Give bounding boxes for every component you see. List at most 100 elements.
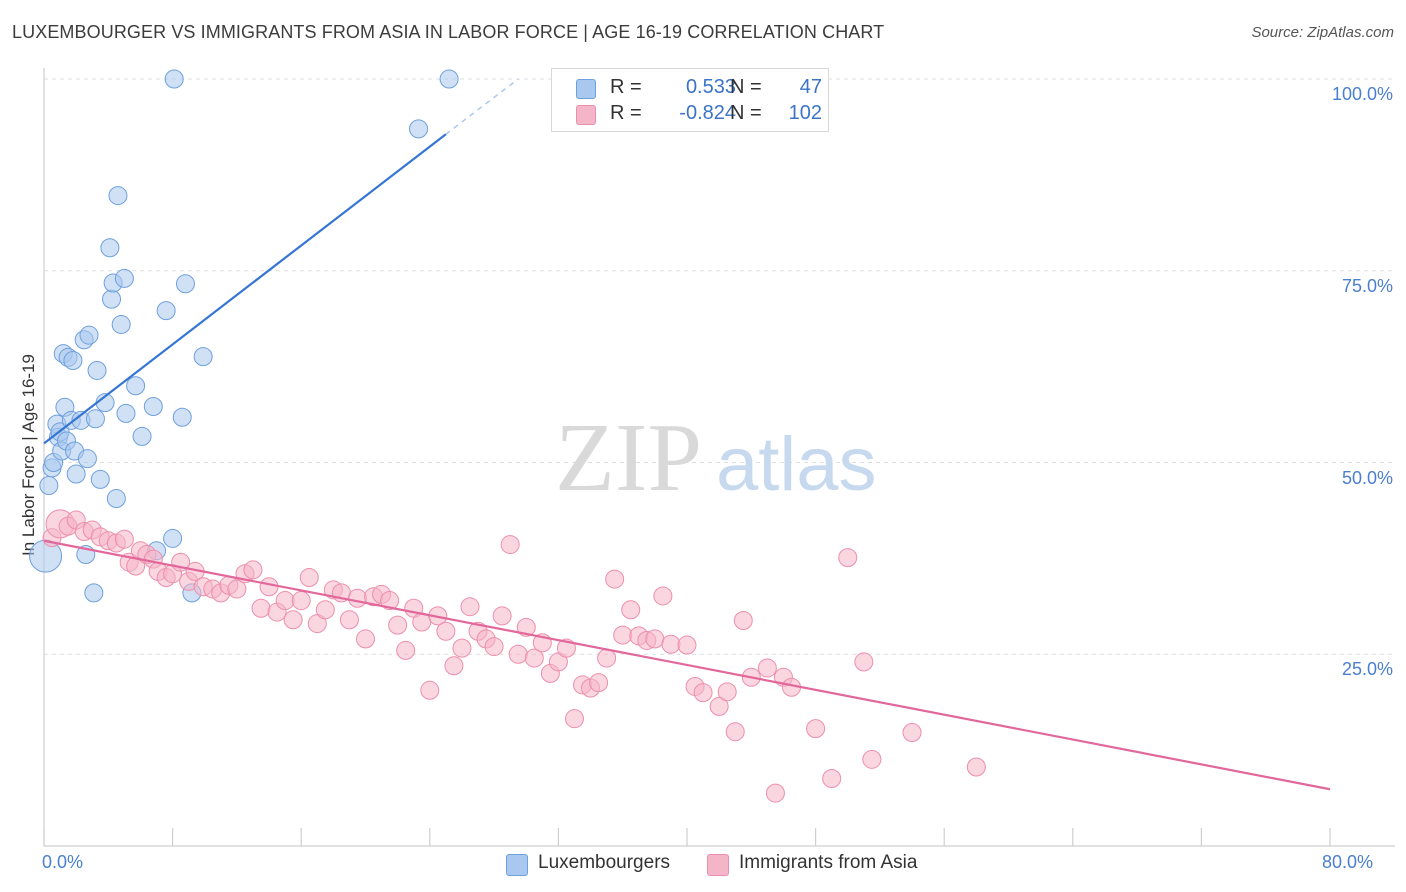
point-luxembourgers bbox=[114, 268, 134, 288]
point-luxembourgers bbox=[111, 314, 131, 334]
point-immigrants-asia bbox=[420, 680, 440, 700]
trend-line-immigrants-asia bbox=[43, 539, 1331, 791]
point-immigrants-asia bbox=[516, 617, 536, 637]
point-immigrants-asia bbox=[299, 568, 319, 588]
point-luxembourgers bbox=[63, 350, 83, 370]
point-immigrants-asia bbox=[275, 591, 295, 611]
point-immigrants-asia bbox=[315, 600, 335, 620]
trend-lines bbox=[43, 78, 1331, 791]
watermark: ZIP atlas bbox=[555, 404, 877, 512]
legend-n-label: N = bbox=[730, 76, 762, 98]
point-luxembourgers bbox=[102, 289, 122, 309]
point-luxembourgers bbox=[84, 583, 104, 603]
point-immigrants-asia bbox=[356, 629, 375, 649]
legend-r-value: 0.533 bbox=[685, 76, 736, 98]
source-label: Source: ZipAtlas.com bbox=[1251, 24, 1394, 41]
point-immigrants-asia bbox=[347, 588, 367, 608]
point-luxembourgers bbox=[175, 274, 195, 294]
point-luxembourgers bbox=[87, 360, 107, 380]
data-points bbox=[29, 69, 986, 803]
point-luxembourgers bbox=[77, 449, 97, 469]
point-immigrants-asia bbox=[677, 635, 697, 655]
point-immigrants-asia bbox=[243, 560, 263, 580]
point-immigrants-asia bbox=[822, 769, 842, 789]
point-luxembourgers bbox=[85, 409, 105, 429]
point-immigrants-asia bbox=[862, 749, 882, 769]
point-immigrants-asia bbox=[693, 683, 713, 703]
point-luxembourgers bbox=[126, 376, 146, 396]
y-tick-label: 50.0% bbox=[1341, 467, 1393, 488]
point-luxembourgers bbox=[79, 325, 99, 345]
point-immigrants-asia bbox=[806, 719, 826, 739]
point-luxembourgers bbox=[156, 301, 176, 321]
legend-n-value: 102 bbox=[788, 102, 822, 124]
legend-swatch-immigrants-asia bbox=[576, 105, 596, 125]
point-immigrants-asia bbox=[733, 611, 753, 631]
point-luxembourgers bbox=[100, 238, 120, 258]
point-luxembourgers bbox=[39, 476, 59, 496]
point-immigrants-asia bbox=[291, 591, 311, 611]
point-immigrants-asia bbox=[444, 656, 464, 676]
point-immigrants-asia bbox=[500, 535, 520, 555]
point-luxembourgers bbox=[132, 426, 152, 446]
point-luxembourgers bbox=[108, 186, 128, 206]
point-luxembourgers bbox=[66, 464, 86, 484]
bottom-legend-label-immigrants-asia: Immigrants from Asia bbox=[739, 852, 918, 873]
point-immigrants-asia bbox=[564, 709, 584, 729]
point-luxembourgers bbox=[90, 469, 110, 489]
legend-r-label: R = bbox=[610, 102, 642, 124]
point-immigrants-asia bbox=[388, 615, 408, 635]
point-immigrants-asia bbox=[661, 634, 681, 654]
point-luxembourgers bbox=[106, 489, 126, 509]
legend-n-label: N = bbox=[730, 102, 762, 124]
y-tick-label: 75.0% bbox=[1341, 275, 1393, 296]
legend-n-value: 47 bbox=[799, 76, 822, 98]
point-immigrants-asia bbox=[460, 597, 480, 617]
point-luxembourgers bbox=[164, 69, 184, 89]
bottom-legend-label-luxembourgers: Luxembourgers bbox=[538, 852, 671, 873]
bottom-legend-swatch-immigrants-asia bbox=[707, 854, 729, 876]
point-luxembourgers bbox=[172, 407, 192, 427]
point-immigrants-asia bbox=[396, 640, 416, 660]
legend-r-value: -0.824 bbox=[679, 102, 736, 124]
point-immigrants-asia bbox=[227, 579, 247, 599]
trend-line-extension-luxembourgers bbox=[445, 78, 519, 135]
point-immigrants-asia bbox=[757, 658, 777, 678]
point-immigrants-asia bbox=[251, 598, 271, 618]
point-immigrants-asia bbox=[605, 569, 625, 589]
point-immigrants-asia bbox=[589, 673, 609, 693]
point-luxembourgers bbox=[116, 403, 136, 423]
legend-r-label: R = bbox=[610, 76, 642, 98]
point-immigrants-asia bbox=[621, 600, 641, 620]
point-immigrants-asia bbox=[508, 644, 528, 664]
point-luxembourgers bbox=[163, 528, 183, 548]
correlation-legend: R = 0.533 N = 47 R = -0.824 N = 102 bbox=[551, 68, 829, 132]
point-immigrants-asia bbox=[709, 696, 729, 716]
point-immigrants-asia bbox=[902, 722, 922, 742]
y-tick-label: 25.0% bbox=[1341, 659, 1393, 680]
point-immigrants-asia bbox=[645, 629, 665, 649]
point-immigrants-asia bbox=[259, 577, 279, 597]
point-immigrants-asia bbox=[339, 610, 359, 630]
point-immigrants-asia bbox=[452, 638, 472, 658]
point-immigrants-asia bbox=[966, 757, 986, 777]
x-tick-label-max: 80.0% bbox=[1322, 852, 1374, 872]
point-luxembourgers bbox=[143, 397, 163, 417]
legend-swatch-luxembourgers bbox=[576, 79, 596, 99]
watermark-atlas: atlas bbox=[716, 422, 877, 507]
point-luxembourgers bbox=[409, 119, 429, 139]
point-immigrants-asia bbox=[484, 637, 504, 657]
point-luxembourgers bbox=[193, 347, 213, 367]
point-immigrants-asia bbox=[524, 648, 544, 668]
point-immigrants-asia bbox=[114, 529, 134, 549]
point-immigrants-asia bbox=[283, 610, 303, 630]
bottom-legend-swatch-luxembourgers bbox=[506, 854, 528, 876]
trend-line-luxembourgers bbox=[43, 133, 447, 445]
point-immigrants-asia bbox=[765, 783, 785, 803]
point-immigrants-asia bbox=[838, 548, 858, 568]
point-immigrants-asia bbox=[725, 722, 745, 742]
point-immigrants-asia bbox=[492, 606, 512, 626]
point-immigrants-asia bbox=[854, 652, 874, 672]
point-immigrants-asia bbox=[380, 591, 400, 611]
